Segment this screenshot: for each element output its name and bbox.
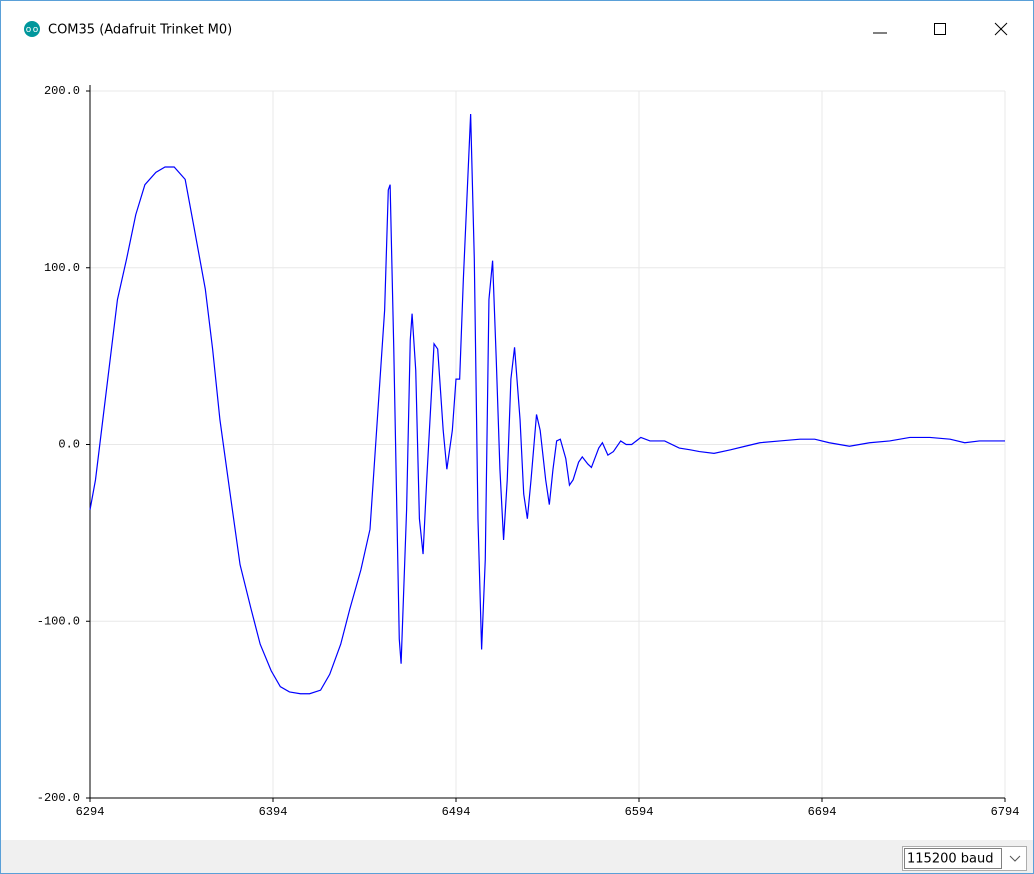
baud-label: 115200 baud	[907, 852, 993, 867]
x-tick-label: 6294	[76, 805, 105, 819]
y-tick-label: 100.0	[44, 261, 80, 275]
y-tick-label: 0.0	[58, 438, 80, 452]
x-tick-label: 6694	[808, 805, 837, 819]
data-line	[89, 113, 1005, 695]
y-tick-label: -100.0	[37, 614, 80, 628]
x-tick-label: 6594	[625, 805, 654, 819]
x-tick-label: 6794	[991, 805, 1020, 819]
plot: -200.0 -100.0 0.0 100.0 200.0 6294 6394 6494 659…	[37, 84, 1020, 819]
maximize-button[interactable]	[934, 23, 946, 35]
status-bar	[1, 840, 1033, 873]
app-icon-glyph: o	[26, 25, 32, 35]
y-tick-label: -200.0	[37, 791, 80, 805]
focus-ring	[904, 848, 1002, 869]
y-tick-label: 200.0	[44, 84, 80, 98]
x-tick-label: 6394	[259, 805, 288, 819]
baud-dropdown[interactable]	[902, 846, 1027, 871]
window-title: COM35 (Adafruit Trinket M0)	[48, 23, 232, 38]
close-button[interactable]	[994, 22, 1008, 36]
dropdown-arrow	[1009, 855, 1021, 862]
app-icon-glyph: o	[33, 25, 39, 35]
x-tick-label: 6494	[442, 805, 471, 819]
app-icon	[24, 21, 40, 37]
